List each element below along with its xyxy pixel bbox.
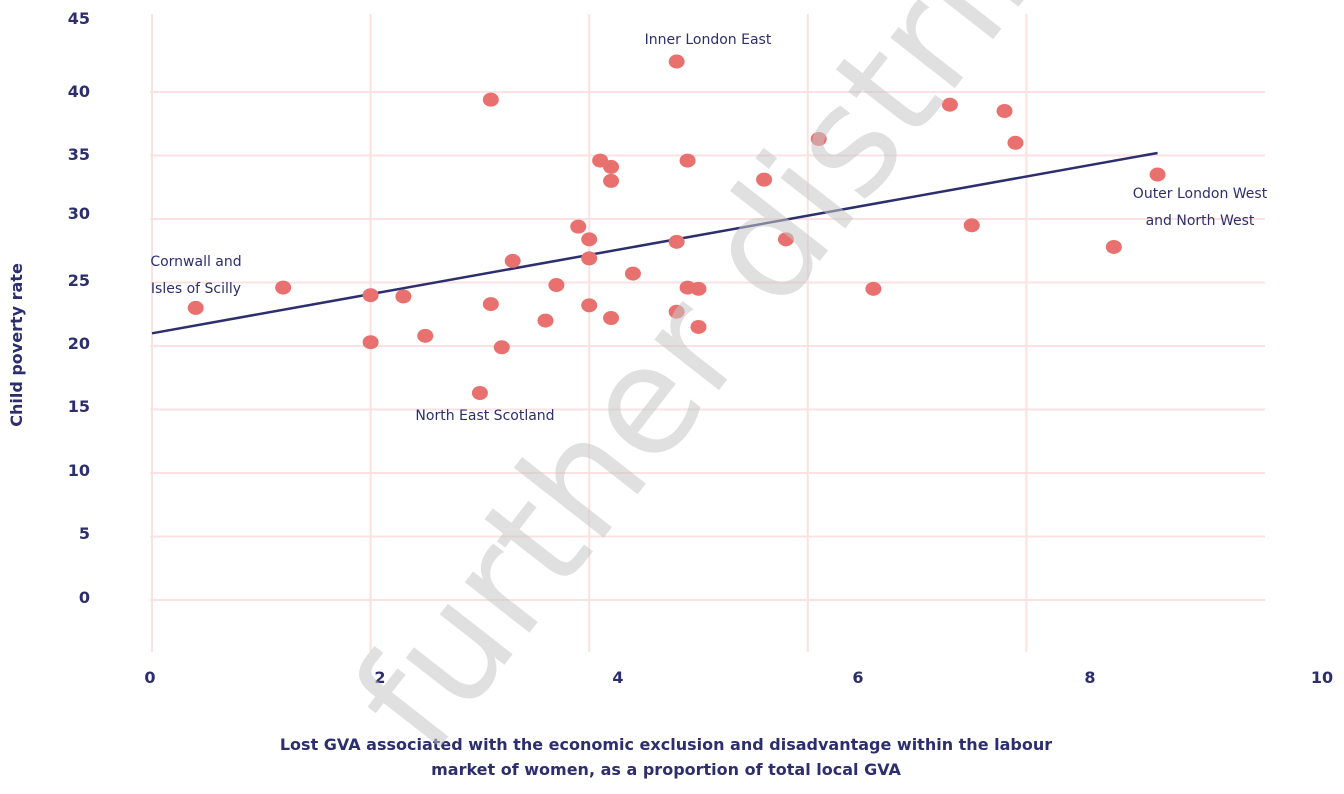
x-tick-label: 2 — [374, 668, 385, 687]
data-point — [1105, 239, 1122, 254]
data-point — [963, 218, 980, 233]
y-tick-label: 30 — [68, 204, 90, 223]
y-tick-label: 5 — [79, 524, 90, 543]
data-point — [690, 281, 707, 296]
data-point — [690, 319, 707, 334]
data-point — [1149, 167, 1166, 182]
annotation-label: Outer London West — [1133, 186, 1268, 202]
y-tick-label: 45 — [68, 9, 90, 28]
x-tick-label: 6 — [852, 668, 863, 687]
annotations: Inner London East Outer London West and No… — [150, 32, 1267, 424]
data-point — [603, 173, 620, 188]
x-tick-label: 10 — [1311, 668, 1333, 687]
y-tick-label: 25 — [68, 271, 90, 290]
x-axis-ticks: 0 2 4 6 8 10 — [144, 668, 1333, 687]
data-point — [1007, 135, 1024, 150]
data-point — [493, 340, 510, 355]
data-point — [679, 153, 696, 168]
data-point — [810, 131, 827, 146]
data-point — [624, 266, 641, 281]
annotation-label: Cornwall and — [150, 254, 241, 270]
grid-lines — [150, 14, 1265, 652]
data-point — [537, 313, 554, 328]
x-tick-label: 0 — [144, 668, 155, 687]
data-point — [756, 172, 773, 187]
data-point — [941, 97, 958, 112]
data-point — [482, 92, 499, 107]
data-point — [996, 104, 1013, 119]
data-point — [603, 311, 620, 326]
x-tick-label: 8 — [1084, 668, 1095, 687]
data-point — [471, 385, 488, 400]
y-axis-ticks: 45 40 35 30 25 20 15 10 5 0 — [68, 9, 90, 607]
data-point — [275, 280, 292, 295]
x-axis-title-line-2: market of women, as a proportion of tota… — [431, 760, 901, 779]
data-point — [603, 159, 620, 174]
data-point — [482, 297, 499, 312]
data-point — [417, 328, 434, 343]
y-tick-label: 40 — [68, 82, 90, 101]
x-axis-title-line-1: Lost GVA associated with the economic ex… — [280, 735, 1052, 754]
data-point — [581, 251, 598, 266]
data-point — [548, 278, 565, 293]
data-point — [581, 298, 598, 313]
data-point — [668, 234, 685, 249]
data-point — [187, 300, 204, 315]
data-point — [362, 335, 379, 350]
data-point — [777, 232, 794, 247]
y-tick-label: 15 — [68, 397, 90, 416]
annotation-label: and North West — [1146, 213, 1255, 229]
data-point — [395, 289, 412, 304]
data-point — [865, 281, 882, 296]
data-point — [668, 54, 685, 69]
data-point — [668, 304, 685, 319]
data-points — [187, 54, 1166, 400]
y-axis-title: Child poverty rate — [7, 263, 26, 427]
annotation-label: North East Scotland — [415, 408, 554, 424]
y-tick-label: 0 — [79, 588, 90, 607]
data-point — [362, 288, 379, 303]
y-tick-label: 10 — [68, 461, 90, 480]
data-point — [570, 219, 587, 234]
y-tick-label: 20 — [68, 334, 90, 353]
data-point — [581, 232, 598, 247]
x-tick-label: 4 — [612, 668, 623, 687]
trendline — [151, 151, 1158, 335]
data-point — [504, 253, 521, 268]
annotation-label: Inner London East — [645, 32, 772, 48]
y-tick-label: 35 — [68, 145, 90, 164]
annotation-label: Isles of Scilly — [151, 281, 241, 297]
